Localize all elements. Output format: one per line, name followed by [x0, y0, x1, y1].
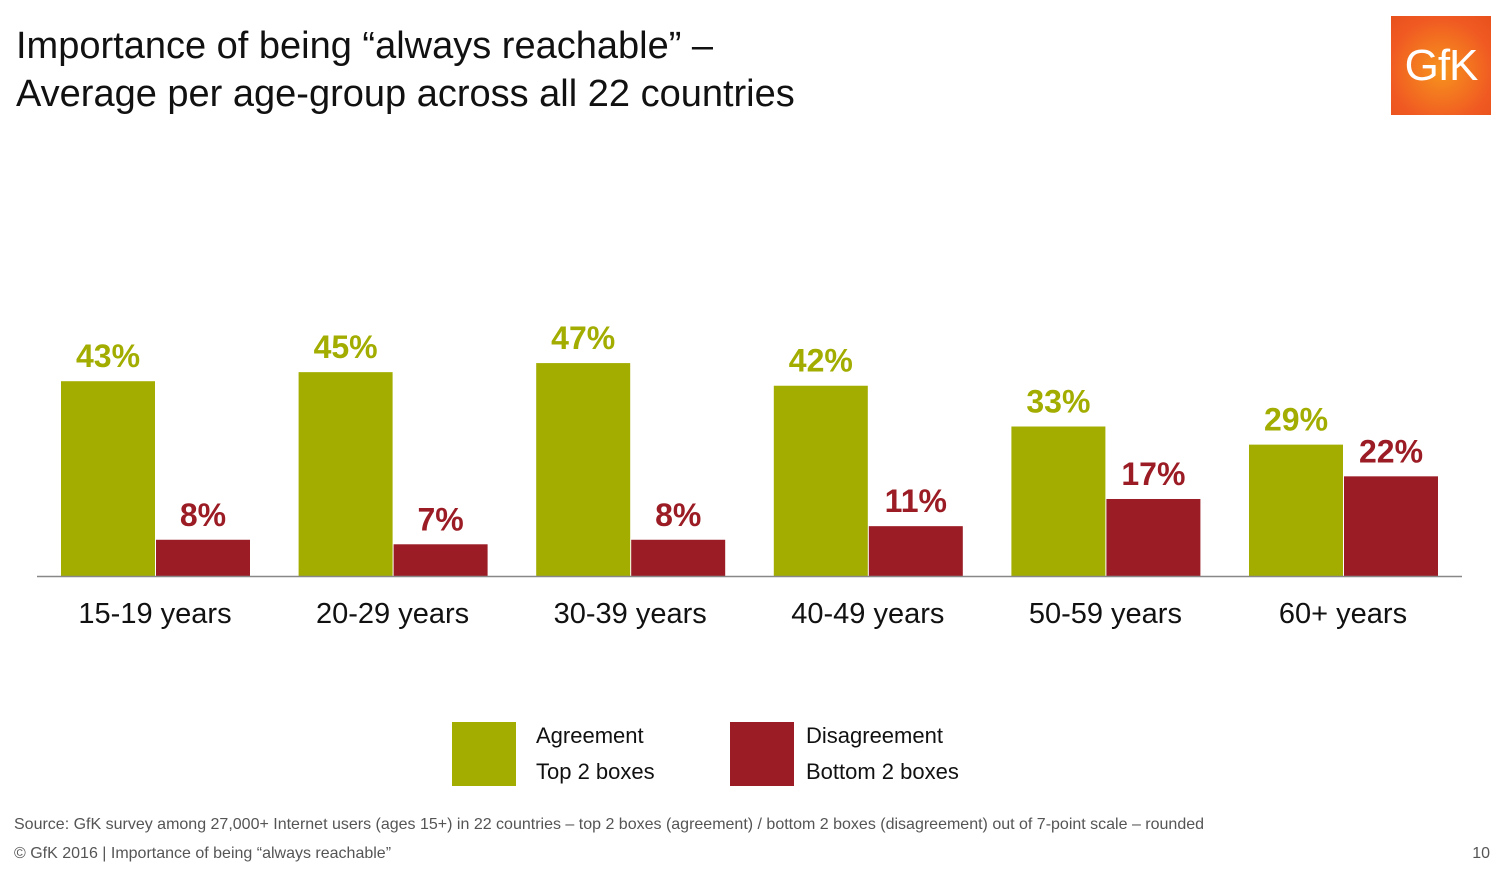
bar-disagreement — [1106, 498, 1201, 576]
data-label: 22% — [1359, 433, 1423, 469]
bar-agreement — [298, 372, 393, 576]
bar-chart: 43% 8% 15-19 years 45% 7% 20-29 years 47% 8% 30-… — [37, 320, 1462, 630]
legend-label: Disagreement — [806, 723, 943, 748]
bar-agreement — [536, 363, 631, 576]
x-tick-label: 20-29 years — [316, 598, 469, 630]
legend-item-agreement: Agreement Top 2 boxes — [452, 722, 655, 790]
title-line-2: Average per age-group across all 22 coun… — [16, 73, 795, 115]
bar-agreement — [1011, 426, 1106, 576]
page-title: Importance of being “always reachable” –… — [16, 22, 795, 118]
bar-disagreement — [631, 539, 726, 576]
x-tick-label: 15-19 years — [78, 598, 231, 630]
x-tick-label: 40-49 years — [791, 598, 944, 630]
source-note: Source: GfK survey among 27,000+ Interne… — [14, 816, 1205, 833]
data-label: 33% — [1026, 384, 1090, 420]
footer: © GfK 2016 | Importance of being “always… — [14, 845, 392, 862]
bar-disagreement — [156, 539, 250, 576]
bar-agreement — [773, 385, 868, 576]
bar-agreement — [61, 381, 155, 576]
legend-swatch-disagreement — [730, 722, 794, 786]
data-label: 43% — [76, 338, 140, 374]
bar-disagreement — [393, 544, 488, 576]
legend-label: Bottom 2 boxes — [806, 759, 959, 784]
data-label: 7% — [417, 501, 463, 537]
x-tick-label: 50-59 years — [1029, 598, 1182, 630]
data-label: 42% — [789, 343, 853, 379]
data-label: 45% — [314, 329, 378, 365]
gfk-logo: GfK — [1391, 16, 1491, 115]
x-tick-label: 30-39 years — [554, 598, 707, 630]
data-label: 17% — [1121, 456, 1185, 492]
bar-agreement — [1249, 444, 1343, 576]
data-label: 47% — [551, 320, 615, 356]
page-number: 10 — [1472, 845, 1490, 862]
legend-label: Top 2 boxes — [536, 759, 655, 784]
title-line-1: Importance of being “always reachable” – — [16, 25, 714, 67]
legend-item-disagreement: Disagreement Bottom 2 boxes — [730, 722, 959, 790]
data-label: 11% — [885, 483, 947, 519]
x-tick-label: 60+ years — [1279, 598, 1407, 630]
legend-swatch-agreement — [452, 722, 516, 786]
bar-disagreement — [868, 526, 963, 576]
data-label: 29% — [1264, 402, 1328, 438]
legend-label: Agreement — [536, 723, 644, 748]
data-label: 8% — [655, 497, 701, 533]
data-label: 8% — [180, 497, 226, 533]
bar-disagreement — [1344, 476, 1438, 576]
